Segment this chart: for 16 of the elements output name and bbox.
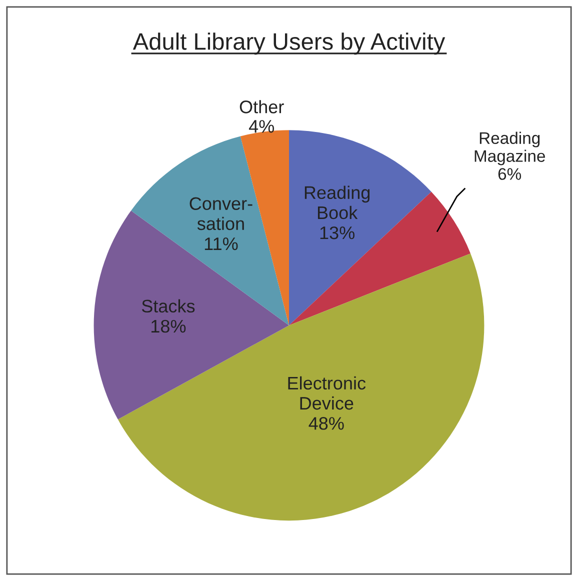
pie-slice xyxy=(118,253,484,521)
data-label: 4% xyxy=(248,120,274,133)
data-label: 48% xyxy=(308,417,344,430)
slice-label: Electronic Device xyxy=(288,376,366,410)
data-label: 6% xyxy=(498,168,522,180)
chart-title: Adult Library Users by Activity xyxy=(132,32,446,55)
pie-slice xyxy=(289,130,432,326)
data-label: 11% xyxy=(204,238,238,250)
slice-label: Stacks xyxy=(142,299,195,313)
data-label: 13% xyxy=(320,226,354,240)
slice-label: Conver- sation xyxy=(190,197,252,230)
pie-slice xyxy=(94,210,289,420)
slice-label: Other xyxy=(240,100,284,114)
slice-label: Reading Magazine xyxy=(474,132,545,166)
slice-label: Reading Book xyxy=(304,186,370,220)
data-label: 18% xyxy=(152,320,186,333)
